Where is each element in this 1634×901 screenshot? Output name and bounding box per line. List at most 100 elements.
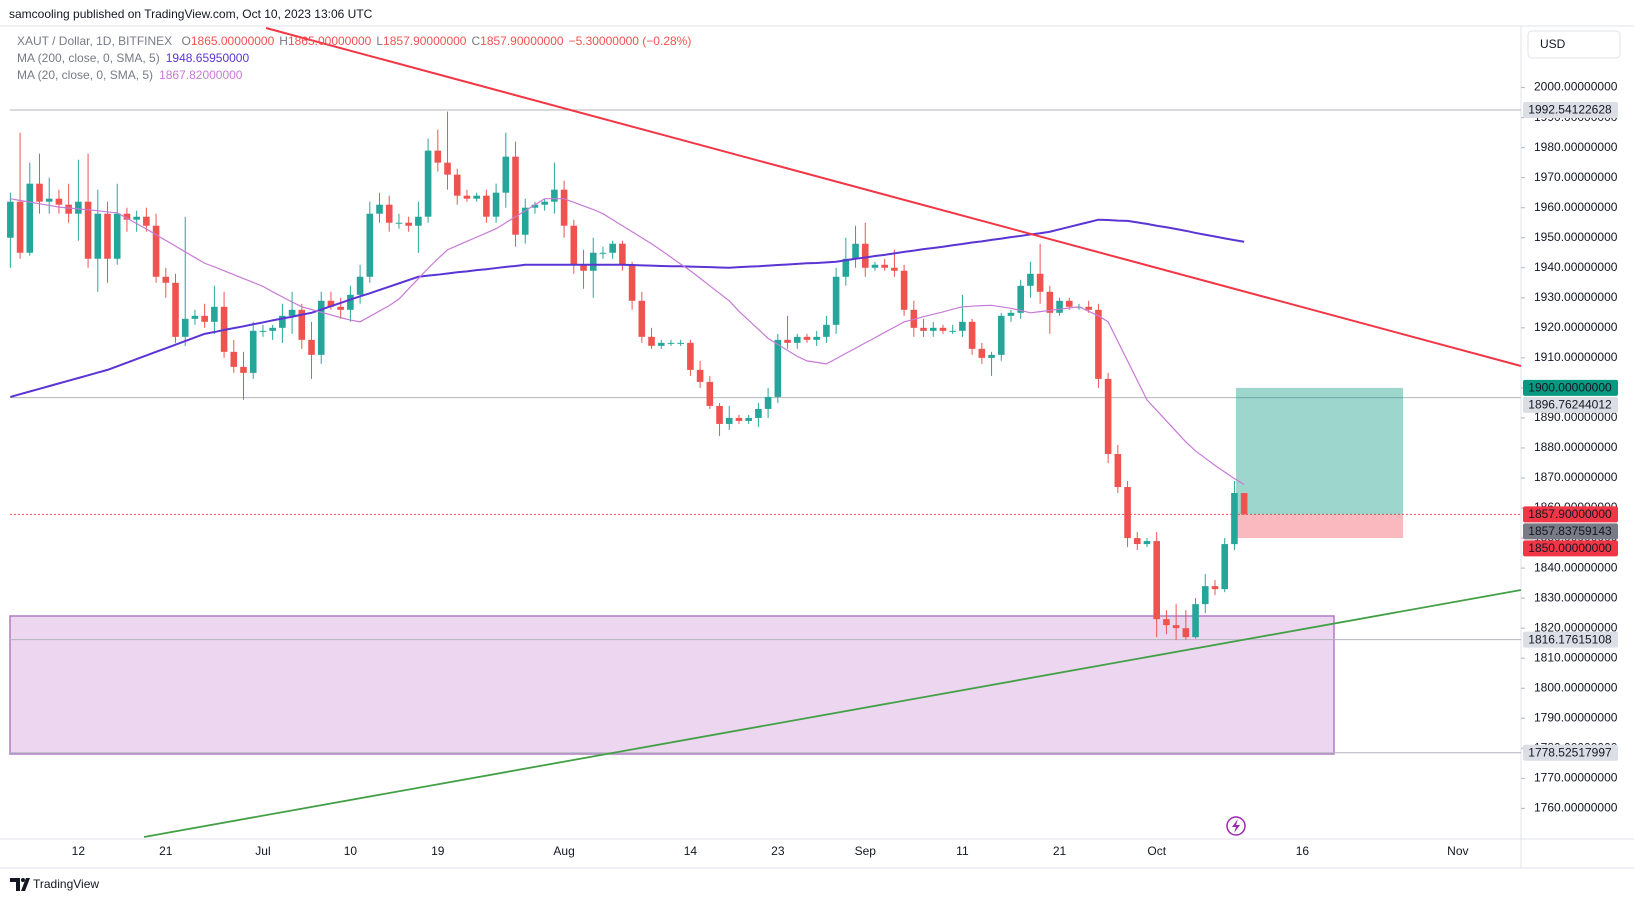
candle-body [211, 306, 218, 322]
candle-body [871, 264, 879, 268]
price-badge [1523, 744, 1618, 761]
x-tick-label: 16 [1296, 844, 1310, 858]
brand-name[interactable]: TradingView [33, 877, 99, 891]
position-box[interactable] [1236, 387, 1403, 539]
ohlc-value: 1865.00000000 [191, 34, 275, 48]
currency-button-frame[interactable] [1527, 30, 1621, 59]
candle-body [249, 330, 257, 373]
candle-body [657, 342, 665, 346]
price-badge [1523, 379, 1618, 396]
candle-body [716, 405, 723, 424]
candle-body [1036, 273, 1044, 292]
x-tick-label: 14 [684, 844, 698, 858]
candle-body [988, 354, 995, 358]
currency-label[interactable]: USD [1540, 37, 1566, 51]
x-tick-label: Nov [1447, 844, 1468, 858]
currency-button[interactable]: USD [1527, 30, 1621, 59]
x-tick-label: 19 [431, 844, 445, 858]
candle-body [123, 213, 131, 220]
candle-body [551, 189, 558, 202]
candle-body [1143, 541, 1151, 545]
candle-body [385, 204, 393, 223]
price-badge [1523, 396, 1618, 413]
price-badge-label: 1816.17615108 [1528, 632, 1612, 646]
ohlc-key: L [376, 34, 383, 48]
candle-body [1192, 604, 1199, 638]
brand-logo-dot[interactable] [21, 878, 25, 882]
candle-body [939, 327, 947, 331]
price-badges: 1992.541226281900.000000001896.762440121… [1523, 101, 1618, 761]
candle-body [434, 150, 442, 163]
candle-body [861, 243, 869, 268]
y-tick-label: 1970.00000000 [1534, 170, 1618, 184]
alert-circle[interactable] [1226, 816, 1246, 836]
legend-value: 1867.82000000 [159, 68, 243, 82]
change-value: −5.30000000 (−0.28%) [569, 34, 692, 48]
price-badge-label: 1900.00000000 [1528, 381, 1612, 395]
candle-body [1221, 544, 1229, 590]
candle-body [1133, 538, 1141, 545]
price-badge-label: 1850.00000000 [1528, 541, 1612, 555]
candle-body [444, 162, 451, 175]
candle-body [55, 198, 63, 205]
candle-body [1124, 487, 1131, 539]
price-badge-label: 1778.52517997 [1528, 745, 1612, 759]
ohlc-value: 1857.90000000 [480, 34, 564, 48]
y-tick-label: 1760.00000000 [1534, 801, 1618, 815]
candle-body [1095, 309, 1102, 379]
candle-body [1027, 273, 1034, 286]
moving-average-line [10, 218, 1245, 398]
symbol-legend: XAUT / Dollar, 1D, BITFINEX O1865.000000… [17, 34, 691, 48]
ohlc-key: H [279, 34, 288, 48]
candle-body [424, 150, 432, 217]
candle-body [589, 252, 597, 271]
candle-body [512, 156, 519, 235]
candle-body [531, 204, 539, 208]
zone-rectangle[interactable] [9, 615, 1335, 755]
candle-body [599, 252, 607, 254]
candle-body [376, 204, 383, 214]
candle-body [541, 201, 548, 205]
candle-body [687, 342, 694, 370]
candle-body [920, 327, 927, 331]
brand[interactable]: TradingView [10, 877, 99, 891]
candle-body [1211, 586, 1219, 590]
price-badge [1523, 523, 1618, 540]
candle-body [337, 306, 344, 310]
trend-line[interactable] [143, 589, 1522, 838]
candle-body [84, 201, 92, 259]
candle-body [191, 315, 199, 319]
candle-body [1007, 312, 1015, 316]
price-badge [1523, 631, 1618, 648]
price-badge-label: 1992.54122628 [1528, 103, 1612, 117]
candle-body [725, 417, 733, 424]
candle-body [891, 267, 898, 271]
candle-body [997, 315, 1005, 355]
candle-body [308, 339, 315, 355]
candle-body [201, 315, 208, 322]
candle-body [230, 351, 238, 367]
candle-body [1114, 453, 1122, 488]
position-target [1236, 387, 1403, 515]
candle-body [356, 276, 364, 295]
candle-body [492, 192, 500, 217]
alert-bolt[interactable] [1232, 819, 1240, 833]
trend-line[interactable] [265, 27, 1522, 367]
candle-body [113, 213, 121, 259]
price-badge [1523, 540, 1618, 557]
x-tick-label: 21 [159, 844, 173, 858]
candle-body [181, 318, 189, 337]
y-tick-label: 1940.00000000 [1534, 260, 1618, 274]
alert-icon[interactable] [1226, 816, 1246, 836]
candle-body [560, 189, 568, 226]
candle-body [968, 321, 976, 349]
brand-logo[interactable] [10, 878, 30, 891]
candle-body [1182, 628, 1190, 638]
ohlc-key: C [471, 34, 480, 48]
symbol-title: XAUT / Dollar, 1D, BITFINEX [17, 34, 172, 48]
candle-body [570, 225, 578, 265]
candle-body [279, 315, 286, 328]
ohlc-value: 1865.00000000 [288, 34, 372, 48]
candle-body [745, 417, 752, 421]
